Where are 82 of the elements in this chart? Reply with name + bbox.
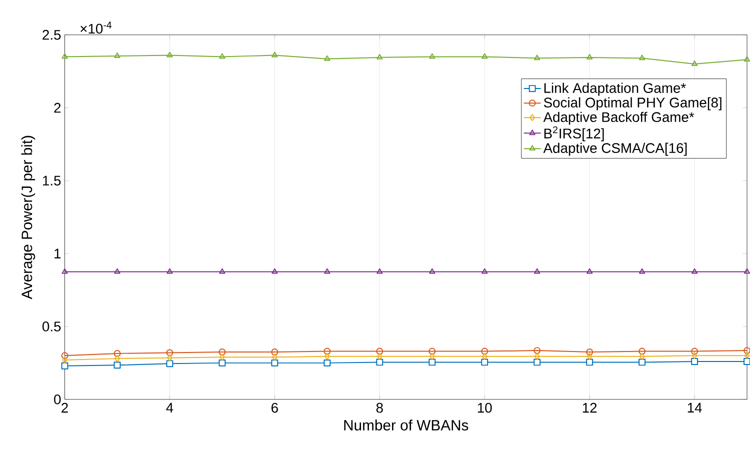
legend-label: Adaptive Backoff Game* bbox=[543, 112, 694, 125]
x-tick-label: 8 bbox=[376, 402, 383, 413]
point bbox=[376, 348, 384, 355]
legend-label: Adaptive CSMA/CA[16] bbox=[543, 142, 687, 156]
point bbox=[639, 352, 645, 360]
point bbox=[324, 359, 331, 366]
point bbox=[166, 349, 174, 356]
point bbox=[638, 358, 646, 366]
x-tick-label: 2 bbox=[62, 402, 68, 413]
point bbox=[376, 54, 383, 60]
point bbox=[429, 53, 436, 59]
point bbox=[219, 53, 226, 59]
point bbox=[376, 352, 382, 360]
point bbox=[586, 358, 594, 366]
point bbox=[271, 359, 278, 366]
x-tick-label: 10 bbox=[478, 402, 492, 413]
legend-label: Social Optimal PHY Game[8] bbox=[544, 97, 722, 110]
point bbox=[114, 268, 120, 274]
point bbox=[429, 268, 436, 274]
point bbox=[638, 54, 646, 60]
y-tick-label: 2 bbox=[54, 102, 61, 113]
point bbox=[166, 354, 172, 362]
point bbox=[272, 354, 278, 361]
y-axis-title: Average Power(J per bit) bbox=[21, 136, 36, 300]
point bbox=[586, 352, 592, 360]
point bbox=[586, 54, 593, 60]
point bbox=[534, 54, 540, 60]
point bbox=[61, 362, 68, 370]
point bbox=[376, 268, 383, 274]
point bbox=[638, 348, 646, 355]
point bbox=[481, 348, 488, 355]
point bbox=[428, 358, 436, 366]
point bbox=[586, 348, 594, 356]
y-tick-label: 1 bbox=[54, 248, 61, 258]
point bbox=[534, 347, 541, 354]
legend-label: Link Adaptation Game* bbox=[544, 82, 686, 96]
point bbox=[272, 268, 278, 274]
point bbox=[219, 268, 226, 274]
point bbox=[376, 358, 384, 366]
x-axis-title: Number of WBANs bbox=[344, 419, 468, 430]
point bbox=[534, 358, 541, 366]
point bbox=[218, 348, 226, 356]
point bbox=[219, 354, 225, 361]
point bbox=[114, 362, 121, 369]
x-tick-label: 4 bbox=[166, 402, 174, 412]
point bbox=[218, 359, 226, 366]
point bbox=[481, 358, 488, 366]
point bbox=[166, 268, 173, 274]
point bbox=[586, 268, 593, 274]
point bbox=[691, 358, 698, 365]
point bbox=[691, 60, 698, 66]
point bbox=[429, 352, 435, 360]
point bbox=[482, 352, 488, 360]
point bbox=[534, 352, 540, 360]
point bbox=[534, 268, 540, 274]
point bbox=[482, 268, 488, 274]
point bbox=[114, 350, 121, 357]
y-tick-label: 0 bbox=[54, 394, 61, 404]
point bbox=[691, 348, 698, 355]
point bbox=[692, 352, 698, 360]
point bbox=[638, 268, 646, 274]
x-tick-label: 12 bbox=[582, 402, 597, 413]
point bbox=[166, 360, 174, 368]
point bbox=[324, 348, 331, 355]
point bbox=[324, 352, 330, 360]
point bbox=[271, 348, 278, 356]
x-tick-label: 14 bbox=[688, 402, 702, 412]
point bbox=[482, 53, 488, 59]
point bbox=[324, 268, 330, 274]
point bbox=[114, 52, 120, 58]
point bbox=[114, 355, 120, 362]
y-tick-label: 1.5 bbox=[42, 176, 61, 186]
point bbox=[428, 348, 436, 355]
text: ×10$^{-4}$ bbox=[80, 22, 112, 34]
point bbox=[272, 52, 278, 58]
y-tick-label: 0.5 bbox=[42, 321, 61, 332]
legend-label: B$^{2}$IRS[12] bbox=[544, 126, 604, 142]
point bbox=[691, 268, 698, 274]
x-tick-label: 6 bbox=[272, 402, 278, 413]
y-tick-label: 2.5 bbox=[42, 30, 61, 40]
point bbox=[166, 52, 173, 58]
point bbox=[324, 55, 330, 61]
